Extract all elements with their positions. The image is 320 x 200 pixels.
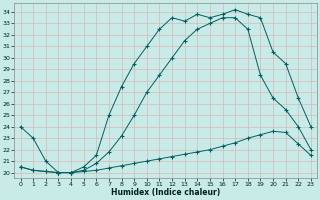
X-axis label: Humidex (Indice chaleur): Humidex (Indice chaleur) xyxy=(111,188,220,197)
